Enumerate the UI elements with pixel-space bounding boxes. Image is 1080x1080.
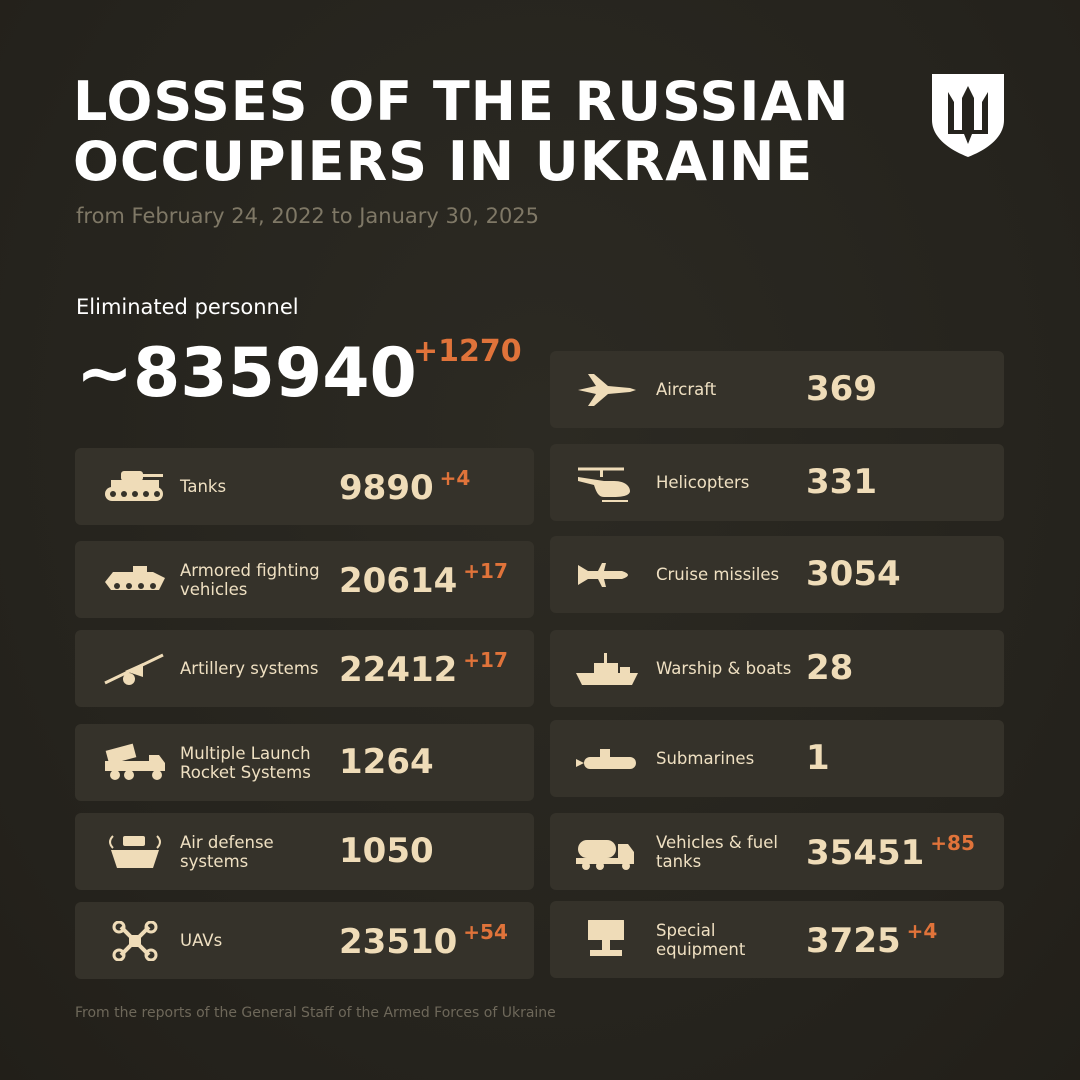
stat-value: 22412 +17 bbox=[339, 648, 508, 690]
stat-label-text: Special equipment bbox=[656, 920, 746, 959]
stat-card-submarine: Submarines 1 bbox=[550, 720, 1004, 797]
stat-number: 1050 bbox=[339, 831, 434, 871]
stat-label-text: Tanks bbox=[180, 477, 227, 496]
date-range: from February 24, 2022 to January 30, 20… bbox=[76, 204, 540, 228]
stat-label: Vehicles & fuel tanks bbox=[656, 813, 806, 890]
stat-card-apc: Armored fighting vehicles 20614 +17 bbox=[75, 541, 534, 618]
stat-label-text: Artillery systems bbox=[180, 659, 319, 678]
personnel-delta: +1270 bbox=[413, 334, 522, 369]
stat-label: Armored fighting vehicles bbox=[180, 541, 330, 618]
stat-number: 9890 bbox=[339, 468, 434, 508]
personnel-value: ~835940 bbox=[76, 334, 417, 413]
warship-icon bbox=[576, 653, 638, 685]
stat-label: Tanks bbox=[180, 448, 226, 525]
mlrs-icon bbox=[105, 743, 165, 780]
stat-label: Artillery systems bbox=[180, 630, 319, 707]
stat-number: 1 bbox=[806, 738, 830, 778]
stat-card-tank: Tanks 9890 +4 bbox=[75, 448, 534, 525]
stat-number: 22412 bbox=[339, 650, 458, 690]
stat-label: Multiple Launch Rocket Systems bbox=[180, 724, 330, 801]
stat-delta: +54 bbox=[463, 920, 508, 944]
stat-label: Air defense systems bbox=[180, 813, 330, 890]
stat-value: 20614 +17 bbox=[339, 559, 508, 601]
artillery-icon bbox=[104, 653, 164, 685]
stat-number: 3725 bbox=[806, 921, 901, 961]
stat-card-artillery: Artillery systems 22412 +17 bbox=[75, 630, 534, 707]
stat-card-mlrs: Multiple Launch Rocket Systems 1264 bbox=[75, 724, 534, 801]
stat-card-special-equipment: Special equipment 3725 +4 bbox=[550, 901, 1004, 978]
title-line-1: LOSSES OF THE RUSSIAN bbox=[73, 70, 850, 133]
stat-value: 1264 bbox=[339, 742, 434, 782]
stat-value: 23510 +54 bbox=[339, 920, 508, 962]
stat-label-text: Vehicles & fuel tanks bbox=[656, 832, 778, 871]
stat-number: 3054 bbox=[806, 554, 901, 594]
stat-number: 1264 bbox=[339, 742, 434, 782]
stat-label-text: Warship & boats bbox=[656, 659, 792, 678]
stat-delta: +17 bbox=[463, 559, 508, 583]
stat-number: 331 bbox=[806, 462, 877, 502]
stat-label: Aircraft bbox=[656, 351, 716, 428]
stat-value: 9890 +4 bbox=[339, 466, 470, 508]
stat-value: 3054 bbox=[806, 554, 901, 594]
stat-delta: +17 bbox=[463, 648, 508, 672]
missile-icon bbox=[578, 563, 628, 587]
apc-icon bbox=[105, 566, 165, 590]
stat-card-drone: UAVs 23510 +54 bbox=[75, 902, 534, 979]
stat-card-helicopter: Helicopters 331 bbox=[550, 444, 1004, 521]
stat-number: 35451 bbox=[806, 833, 925, 873]
stat-label-text: Helicopters bbox=[656, 473, 750, 492]
stat-label: UAVs bbox=[180, 902, 222, 979]
stat-number: 20614 bbox=[339, 561, 458, 601]
submarine-icon bbox=[576, 749, 636, 769]
air-defense-icon bbox=[109, 835, 161, 868]
stat-card-warship: Warship & boats 28 bbox=[550, 630, 1004, 707]
stat-value: 1 bbox=[806, 738, 830, 778]
stat-label: Warship & boats bbox=[656, 630, 791, 707]
stat-label: Cruise missiles bbox=[656, 536, 779, 613]
stat-label-text: Air defense systems bbox=[180, 832, 274, 871]
stat-label: Special equipment bbox=[656, 901, 806, 978]
stat-value: 3725 +4 bbox=[806, 919, 937, 961]
stat-label-text: Submarines bbox=[656, 749, 755, 768]
stat-value: 28 bbox=[806, 648, 853, 688]
stat-label-text: Cruise missiles bbox=[656, 565, 780, 584]
title-line-2: OCCUPIERS IN UKRAINE bbox=[73, 130, 814, 193]
personnel-label: Eliminated personnel bbox=[76, 295, 299, 319]
stat-value: 35451 +85 bbox=[806, 831, 975, 873]
stat-number: 23510 bbox=[339, 922, 458, 962]
trident-shield-icon bbox=[932, 74, 1004, 157]
special-equipment-icon bbox=[588, 920, 624, 956]
stat-card-missile: Cruise missiles 3054 bbox=[550, 536, 1004, 613]
stat-card-jet: Aircraft 369 bbox=[550, 351, 1004, 428]
fuel-truck-icon bbox=[576, 840, 634, 870]
stat-card-air-defense: Air defense systems 1050 bbox=[75, 813, 534, 890]
stat-label-text: Multiple Launch Rocket Systems bbox=[180, 743, 311, 782]
drone-icon bbox=[112, 921, 158, 961]
helicopter-icon bbox=[578, 467, 630, 502]
stat-label-text: Aircraft bbox=[656, 380, 717, 399]
stat-card-fuel-truck: Vehicles & fuel tanks 35451 +85 bbox=[550, 813, 1004, 890]
stat-label-text: UAVs bbox=[180, 931, 223, 950]
stat-value: 369 bbox=[806, 369, 877, 409]
tank-icon bbox=[105, 471, 163, 501]
stat-delta: +85 bbox=[930, 831, 975, 855]
stat-number: 369 bbox=[806, 369, 877, 409]
stat-label: Helicopters bbox=[656, 444, 749, 521]
stat-label: Submarines bbox=[656, 720, 754, 797]
stat-delta: +4 bbox=[906, 919, 938, 943]
jet-icon bbox=[578, 374, 636, 406]
stat-label-text: Armored fighting vehicles bbox=[180, 560, 320, 599]
stat-number: 28 bbox=[806, 648, 854, 688]
stat-delta: +4 bbox=[439, 466, 471, 490]
page-title: LOSSES OF THE RUSSIAN OCCUPIERS IN UKRAI… bbox=[73, 72, 850, 192]
source-footer: From the reports of the General Staff of… bbox=[75, 1005, 556, 1021]
stat-value: 1050 bbox=[339, 831, 434, 871]
stat-value: 331 bbox=[806, 462, 877, 502]
